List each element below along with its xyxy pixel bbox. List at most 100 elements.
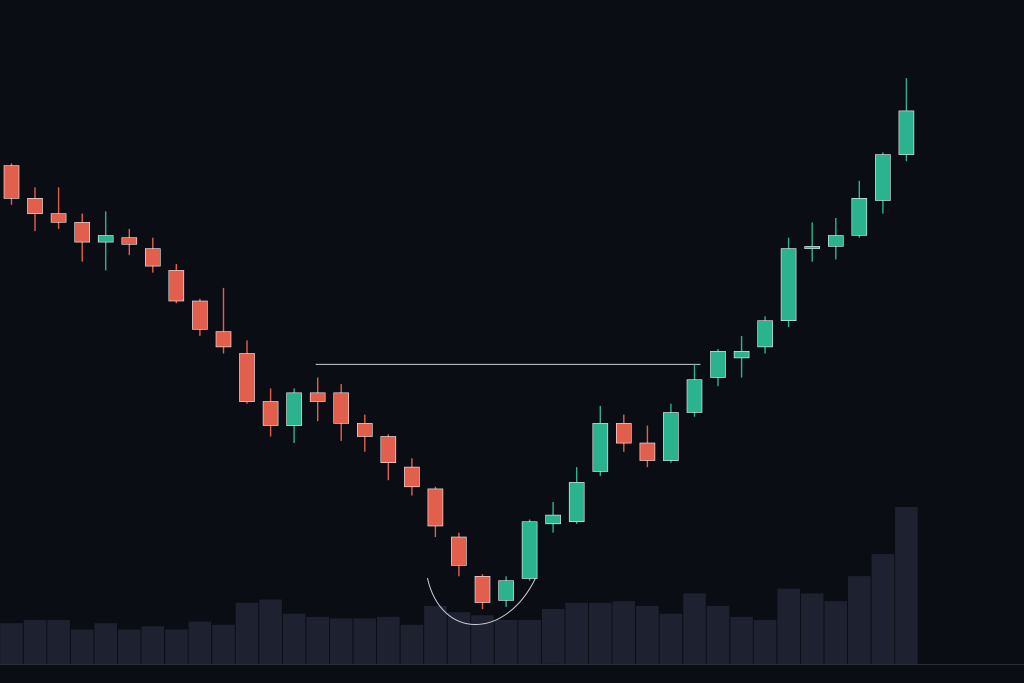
candle-body-down [639, 442, 656, 461]
volume-bar [282, 613, 306, 664]
candle-body-up [286, 392, 302, 426]
volume-bar [777, 588, 800, 664]
candles [3, 78, 915, 610]
candle [545, 502, 561, 533]
volume-bar [424, 605, 447, 664]
candle [215, 287, 232, 354]
candle [356, 414, 373, 452]
volume-bar [753, 620, 777, 664]
candle-body-up [804, 246, 821, 249]
annotations [315, 363, 701, 625]
candle [757, 316, 773, 354]
candle-body-up [592, 423, 609, 472]
volume-bar [0, 623, 23, 664]
candle-body-down [427, 488, 444, 527]
candle-body-up [97, 235, 114, 243]
volume-bar [259, 599, 282, 664]
volume-bar [541, 609, 565, 664]
candle-body-down [474, 575, 491, 603]
candle [427, 486, 444, 537]
candle-body-down [451, 536, 467, 566]
candle-body-down [145, 248, 161, 267]
candle [262, 388, 279, 437]
volume-bar [353, 618, 377, 664]
candle [592, 405, 609, 476]
candle [404, 458, 420, 496]
candle [875, 152, 891, 214]
candle-body-down [168, 270, 185, 302]
volume-bar [895, 507, 918, 664]
candle [145, 237, 161, 273]
candle-body-up [521, 521, 538, 579]
candle [804, 222, 821, 262]
candle [309, 377, 326, 422]
candle [733, 336, 750, 378]
volume-bar [306, 616, 329, 664]
volume-bar [848, 576, 871, 664]
candle-body-down [239, 353, 255, 402]
candle [333, 384, 350, 441]
candle-body-down [27, 198, 43, 214]
volume-bar [212, 624, 235, 665]
volume-bar [94, 623, 117, 664]
candle [474, 574, 491, 610]
volume-bar [400, 624, 424, 665]
candle-body-down [333, 392, 350, 424]
volume-bar [589, 602, 612, 664]
candle [615, 414, 632, 452]
candle-body-down [262, 401, 279, 426]
candle-body-down [615, 423, 632, 444]
volume-bar [70, 629, 94, 664]
candle [568, 467, 585, 524]
candle [521, 519, 538, 581]
candle-body-down [3, 165, 20, 199]
volume-bar [188, 621, 212, 664]
volume-bar [23, 620, 47, 664]
volume-bar [706, 605, 730, 664]
candle [192, 298, 208, 336]
candle [27, 187, 43, 232]
volume-bar [871, 554, 895, 664]
volume-bar [494, 620, 518, 664]
candle-body-up [875, 154, 891, 201]
candle-body-up [733, 350, 750, 359]
candle [121, 228, 138, 256]
volume-bar [518, 620, 541, 664]
candle [686, 364, 703, 417]
volume-bar [659, 613, 683, 664]
volume-bar [47, 620, 70, 664]
candle [168, 263, 185, 304]
volume-bar [636, 605, 659, 664]
candle-body-up [686, 379, 703, 413]
candle [898, 78, 915, 162]
volume-bar [165, 629, 188, 664]
candle-body-up [827, 235, 844, 247]
candle [50, 187, 67, 229]
candle-body-down [192, 300, 208, 330]
volume-bar [235, 602, 259, 664]
candle [639, 425, 656, 468]
candle [498, 576, 514, 607]
candle-body-up [710, 350, 726, 378]
candle-body-up [498, 580, 514, 601]
candle-body-down [380, 436, 397, 464]
volume-bar [612, 601, 636, 664]
volume-bar [824, 601, 848, 664]
volume-bar [329, 618, 353, 664]
candle-body-down [215, 331, 232, 348]
volume-bar [683, 593, 706, 665]
volume-bar [730, 616, 753, 664]
candle [74, 213, 90, 262]
candle-body-up [780, 248, 797, 322]
volume-bars [0, 507, 918, 665]
candle [97, 211, 114, 271]
candle-body-down [356, 423, 373, 437]
candle [451, 532, 467, 577]
candle-body-up [545, 514, 561, 525]
volume-bar [377, 616, 400, 664]
candle-body-down [121, 237, 138, 245]
volume-bar [471, 615, 494, 664]
candle-body-up [898, 110, 915, 155]
